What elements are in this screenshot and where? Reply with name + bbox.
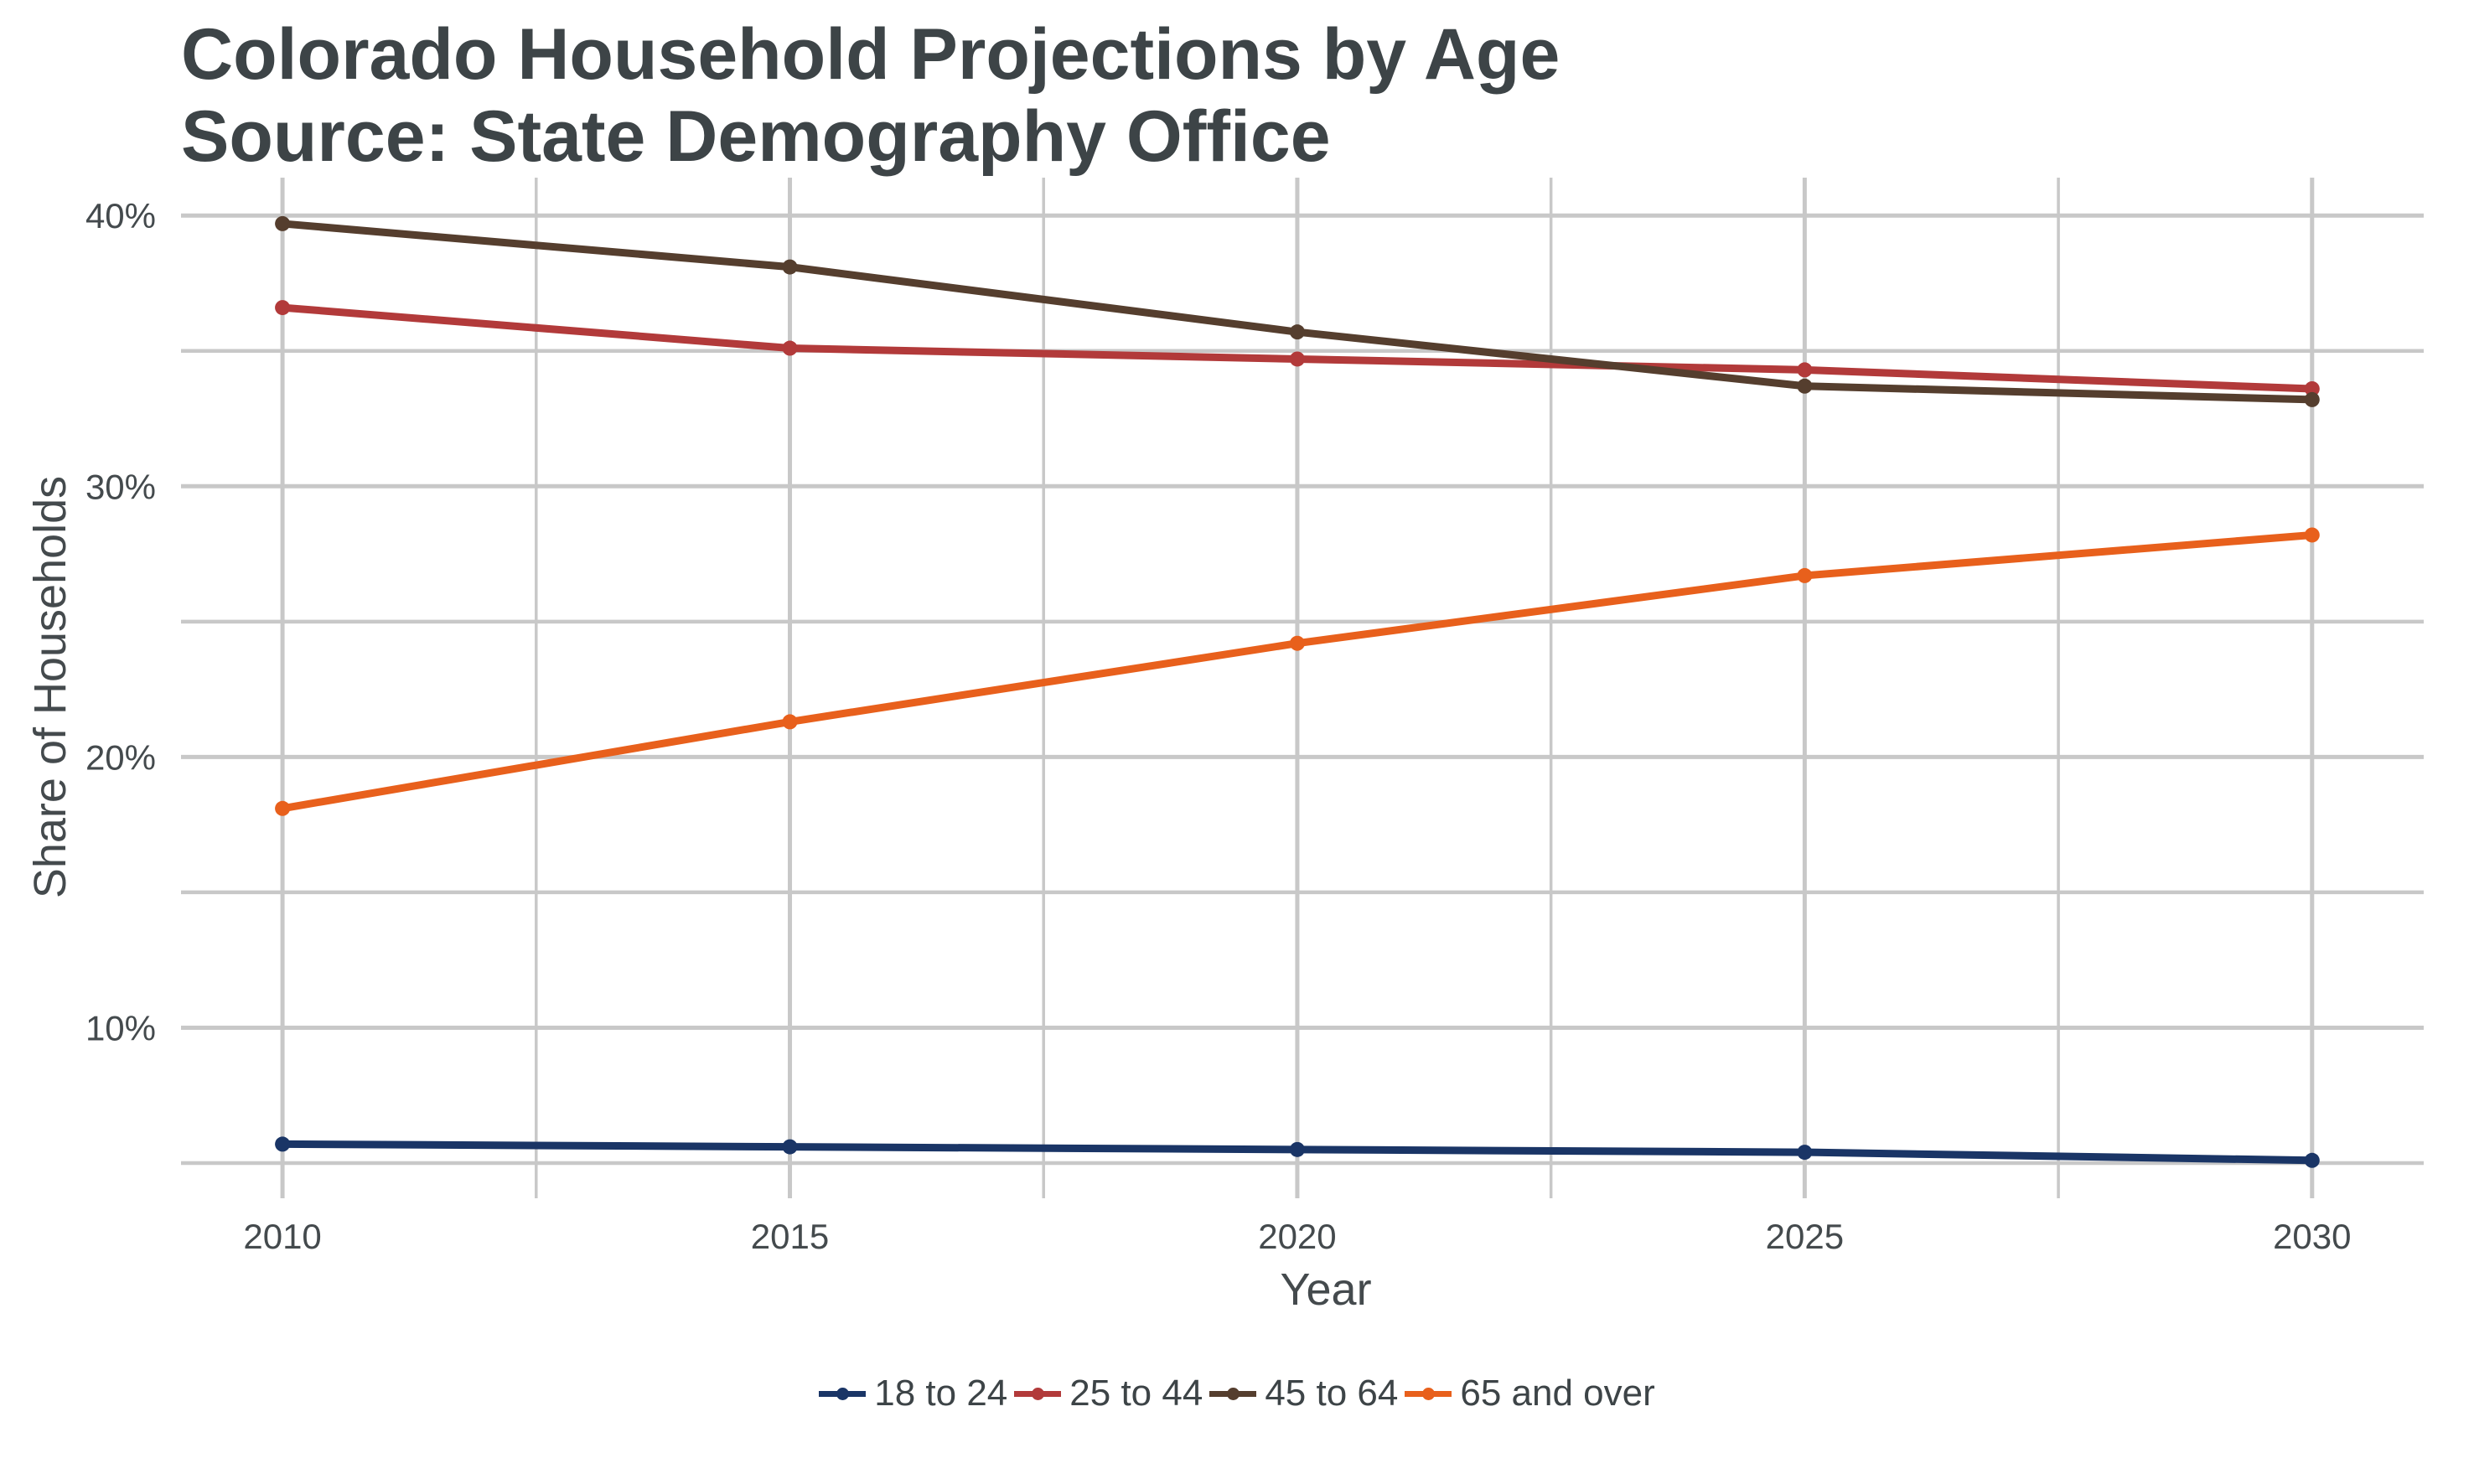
legend-label: 65 and over [1460, 1373, 1655, 1414]
y-tick-label: 40% [85, 196, 156, 235]
data-point-65-and-over [2304, 527, 2320, 543]
legend-key-dot [1227, 1388, 1240, 1400]
tick-labels: 10% 20% 30% 40% 2010 2015 2020 2025 2030 [85, 196, 2352, 1256]
chart-legend: 18 to 24 25 to 44 45 to 64 65 and over [0, 1373, 2474, 1414]
data-point-25-to-44 [2304, 381, 2320, 396]
x-tick-label: 2020 [1258, 1217, 1336, 1256]
data-point-45-to-64 [782, 259, 798, 275]
legend-item-45-to-64: 45 to 64 [1209, 1373, 1398, 1414]
legend-key-dot [836, 1388, 850, 1400]
data-points [275, 215, 2320, 1168]
legend-key-dot [1032, 1388, 1045, 1400]
legend-item-18-to-24: 18 to 24 [819, 1373, 1007, 1414]
x-tick-label: 2015 [751, 1217, 829, 1256]
legend-key-45-to-64 [1209, 1381, 1257, 1406]
data-point-18-to-24 [782, 1139, 798, 1155]
legend-label: 25 to 44 [1069, 1373, 1203, 1414]
data-point-45-to-64 [1289, 324, 1305, 340]
data-point-45-to-64 [1797, 378, 1813, 394]
chart-title-block: Colorado Household Projections by Age So… [181, 13, 1560, 178]
x-tick-label: 2010 [243, 1217, 321, 1256]
legend-key-18-to-24 [819, 1381, 867, 1406]
data-point-25-to-44 [275, 300, 291, 316]
legend-item-65-and-over: 65 and over [1405, 1373, 1655, 1414]
x-tick-label: 2030 [2273, 1217, 2351, 1256]
legend-label: 18 to 24 [874, 1373, 1008, 1414]
y-axis-title: Share of Households [25, 476, 75, 898]
data-point-18-to-24 [1797, 1145, 1813, 1161]
data-point-18-to-24 [275, 1136, 291, 1152]
x-tick-label: 2025 [1766, 1217, 1844, 1256]
y-tick-label: 20% [85, 737, 156, 777]
y-tick-label: 30% [85, 467, 156, 506]
data-point-45-to-64 [275, 215, 291, 231]
data-point-65-and-over [1289, 635, 1305, 651]
data-point-65-and-over [1797, 567, 1813, 583]
legend-key-25-to-44 [1014, 1381, 1062, 1406]
y-tick-label: 10% [85, 1008, 156, 1047]
data-point-25-to-44 [1797, 362, 1813, 378]
gridlines [181, 178, 2424, 1198]
data-point-25-to-44 [1289, 351, 1305, 367]
legend-key-dot [1422, 1388, 1436, 1400]
legend-label: 45 to 64 [1265, 1373, 1399, 1414]
line-chart: 10% 20% 30% 40% 2010 2015 2020 2025 2030 Year Sh… [25, 178, 2424, 1315]
data-point-18-to-24 [1289, 1141, 1305, 1157]
legend-item-25-to-44: 25 to 44 [1014, 1373, 1203, 1414]
legend-key-65-and-over [1405, 1381, 1452, 1406]
data-point-65-and-over [275, 800, 291, 816]
chart-title: Colorado Household Projections by Age [181, 14, 1560, 95]
data-point-45-to-64 [2304, 391, 2320, 407]
x-axis-title: Year [1280, 1264, 1371, 1315]
data-point-65-and-over [782, 714, 798, 730]
data-point-25-to-44 [782, 340, 798, 356]
data-point-18-to-24 [2304, 1152, 2320, 1168]
chart-subtitle: Source: State Demography Office [181, 96, 1331, 177]
